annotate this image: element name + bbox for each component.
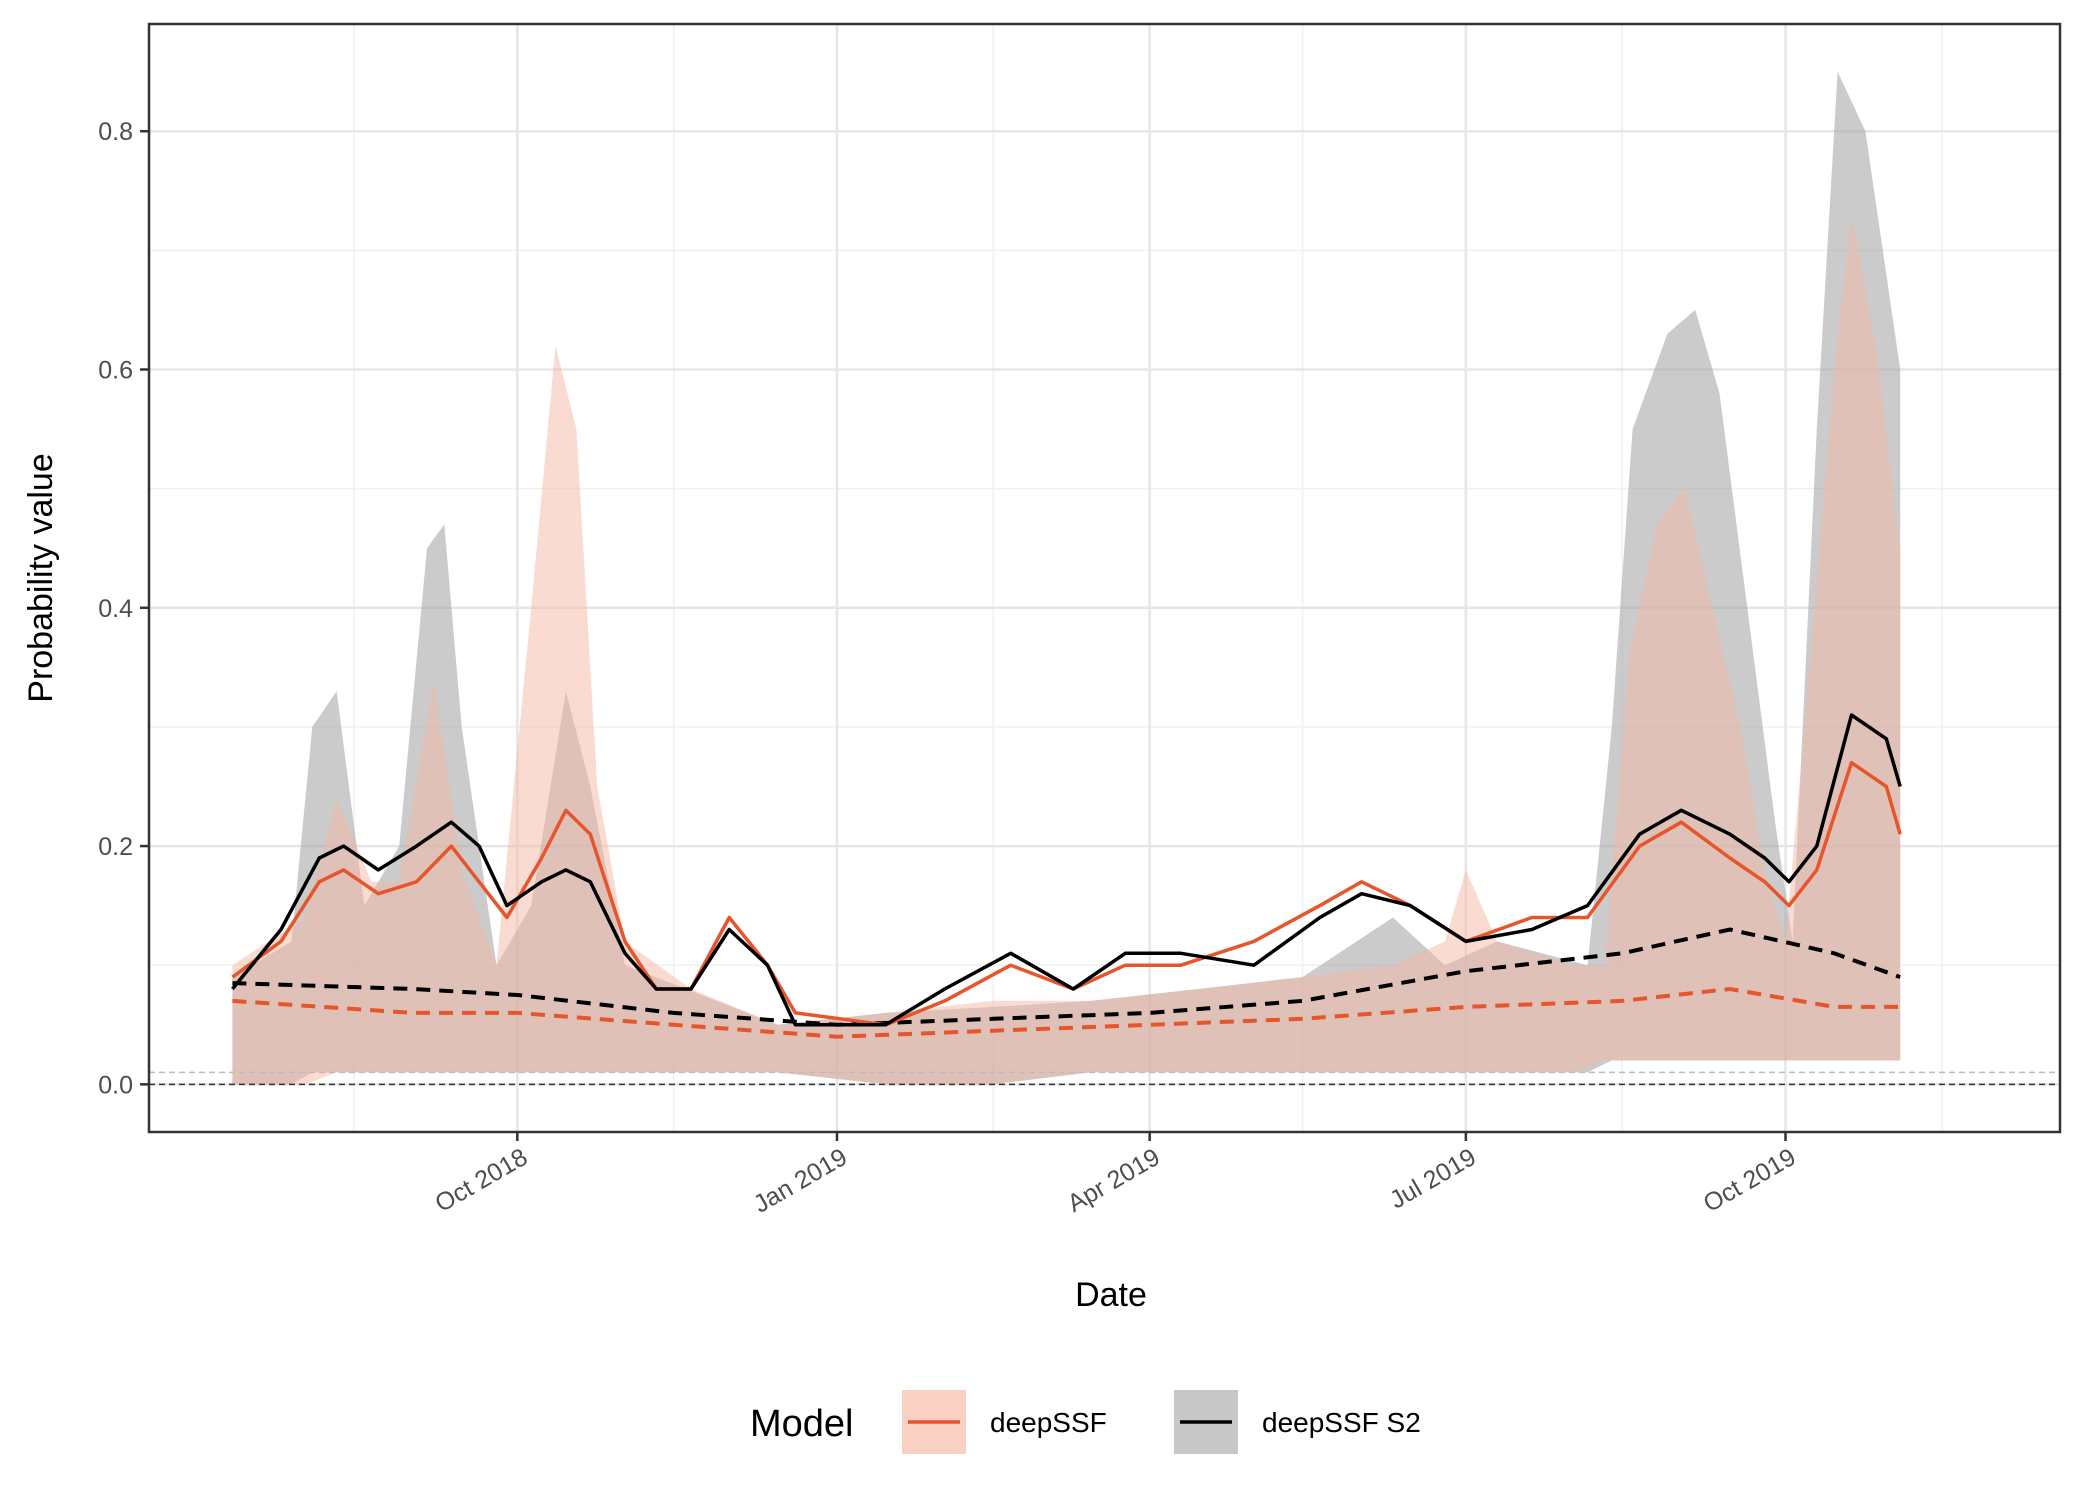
y-tick-label: 0.4	[98, 595, 133, 623]
y-tick-label: 0.6	[98, 357, 133, 385]
legend-item-deepssf: deepSSF	[902, 1390, 1107, 1454]
band-deepssf	[232, 214, 1901, 1085]
mean-line-deepssf-s2	[232, 927, 1901, 1027]
y-axis-ticks: 0.0 0.2 0.4 0.6 0.8	[98, 118, 149, 1099]
series-lines	[231, 713, 1902, 1039]
y-axis-title: Probability value	[22, 453, 60, 702]
legend-label-deepssf: deepSSF	[990, 1407, 1107, 1438]
plot-area	[149, 24, 2060, 1132]
reference-lines	[149, 1071, 2060, 1086]
legend: Model deepSSF deepSSF S2	[750, 1390, 1421, 1454]
legend-item-deepssf-s2: deepSSF S2	[1174, 1390, 1421, 1454]
x-axis-title: Date	[1075, 1276, 1147, 1314]
y-tick-label: 0.8	[98, 118, 133, 146]
line-deepssf-s2	[231, 713, 1902, 1027]
mean-line-deepssf	[232, 986, 1901, 1039]
legend-title: Model	[750, 1403, 854, 1445]
line-deepssf	[231, 760, 1902, 1027]
panel-border	[147, 22, 2062, 1134]
y-tick-label: 0.0	[98, 1071, 133, 1099]
y-tick-label: 0.2	[98, 833, 133, 861]
legend-label-deepssf-s2: deepSSF S2	[1262, 1407, 1421, 1438]
uncertainty-bands	[232, 71, 1901, 1085]
